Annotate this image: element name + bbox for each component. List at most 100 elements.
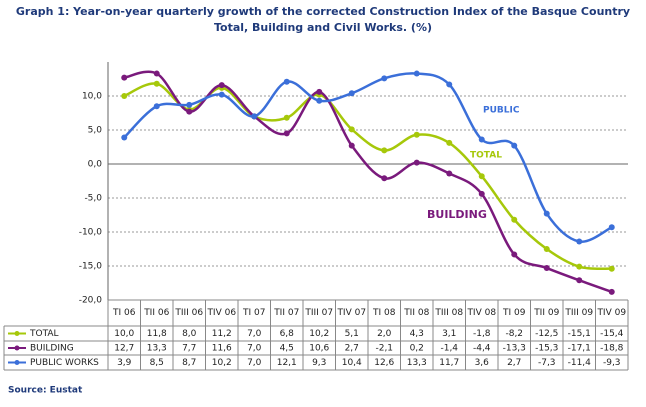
- x-tick-label: TI 06: [113, 308, 136, 318]
- point: [121, 134, 128, 141]
- x-tick-label: TIV 08: [467, 308, 497, 318]
- table-value: -9,3: [603, 358, 621, 368]
- table-value: 4,5: [280, 344, 294, 354]
- point: [153, 103, 160, 110]
- point: [576, 277, 583, 284]
- table-value: 13,3: [147, 344, 167, 354]
- table-value: 8,5: [150, 358, 164, 368]
- table-value: -15,3: [535, 344, 558, 354]
- series-line: [123, 82, 612, 271]
- source: Source: Eustat: [8, 386, 83, 396]
- table-value: 6,8: [280, 329, 295, 339]
- legend-marker: [14, 360, 20, 365]
- point: [413, 131, 420, 138]
- x-tick-label: TIII 06: [175, 308, 204, 318]
- x-tick-label: TIV 06: [207, 308, 237, 318]
- table-value: -18,8: [600, 344, 624, 354]
- table-value: 11,7: [439, 358, 459, 368]
- x-tick-label: TI 09: [503, 308, 526, 318]
- y-tick-label: -10,0: [79, 228, 103, 238]
- table-value: 8,7: [182, 358, 196, 368]
- point: [153, 80, 160, 87]
- table-value: 12,6: [374, 358, 394, 368]
- point: [576, 263, 583, 270]
- point: [153, 70, 160, 77]
- point: [478, 173, 485, 180]
- legend-label: TOTAL: [29, 329, 59, 339]
- point: [381, 75, 388, 82]
- table-value: -1,8: [473, 329, 491, 339]
- point: [186, 108, 193, 115]
- table-value: -1,4: [440, 344, 458, 354]
- table-value: -2,1: [375, 344, 393, 354]
- point: [511, 216, 518, 223]
- annotation: TOTAL: [470, 151, 502, 161]
- x-tick-label: TIII 08: [435, 308, 464, 318]
- x-tick-label: TIV 07: [337, 308, 367, 318]
- x-tick-label: TI 07: [243, 308, 266, 318]
- table-value: -17,1: [568, 344, 591, 354]
- point: [478, 190, 485, 197]
- table-value: 7,0: [247, 358, 262, 368]
- point: [608, 224, 615, 231]
- table-value: -11,4: [568, 358, 592, 368]
- table-value: 3,1: [442, 329, 456, 339]
- point: [283, 78, 290, 85]
- point: [511, 251, 518, 258]
- series-line: [123, 72, 613, 243]
- table-value: -7,3: [538, 358, 556, 368]
- x-tick-label: TII 09: [534, 308, 560, 318]
- x-tick-label: TIII 09: [565, 308, 594, 318]
- point: [251, 113, 258, 120]
- table-value: 12,7: [114, 344, 134, 354]
- point: [348, 126, 355, 133]
- legend-marker: [14, 345, 20, 351]
- point: [478, 136, 485, 143]
- point: [381, 147, 388, 154]
- table-value: 10,0: [114, 329, 134, 339]
- point: [381, 175, 388, 182]
- table-value: 8,0: [182, 329, 197, 339]
- point: [316, 97, 323, 104]
- table-value: 3,6: [475, 358, 490, 368]
- point: [511, 142, 518, 149]
- legend-label: BUILDING: [30, 344, 74, 354]
- table-value: 7,7: [182, 344, 196, 354]
- y-tick-label: -15,0: [79, 262, 103, 272]
- y-tick-label: -20,0: [79, 296, 103, 306]
- table-value: 3,9: [117, 358, 132, 368]
- x-tick-label: TII 07: [274, 308, 300, 318]
- y-tick-label: -5,0: [84, 194, 102, 204]
- table-value: 9,3: [312, 358, 326, 368]
- point: [446, 81, 453, 88]
- table-value: -15,4: [600, 329, 624, 339]
- point: [576, 238, 583, 245]
- chart-title: Graph 1: Year-on-year quarterly growth o…: [15, 5, 631, 34]
- table-value: -13,3: [503, 344, 526, 354]
- point: [348, 90, 355, 97]
- table-value: -15,1: [568, 329, 591, 339]
- table-value: 11,6: [212, 344, 232, 354]
- table-value: 0,2: [410, 344, 424, 354]
- table-value: 2,0: [377, 329, 392, 339]
- table-value: 2,7: [507, 358, 521, 368]
- table-value: 11,8: [147, 329, 167, 339]
- table-value: -8,2: [505, 329, 523, 339]
- table-value: 7,0: [247, 344, 262, 354]
- point: [186, 101, 193, 108]
- x-tick-label: TII 06: [144, 308, 170, 318]
- point: [413, 159, 420, 166]
- point: [121, 74, 128, 81]
- table-value: 7,0: [247, 329, 262, 339]
- point: [283, 130, 290, 137]
- legend-marker: [14, 331, 20, 336]
- x-tick-label: TI 08: [373, 308, 396, 318]
- point: [608, 265, 615, 272]
- y-tick-label: 5,0: [88, 126, 103, 136]
- table-value: 2,7: [345, 344, 359, 354]
- table-value: 5,1: [345, 329, 359, 339]
- x-tick-label: TIV 09: [597, 308, 627, 318]
- table-value: 11,2: [212, 329, 232, 339]
